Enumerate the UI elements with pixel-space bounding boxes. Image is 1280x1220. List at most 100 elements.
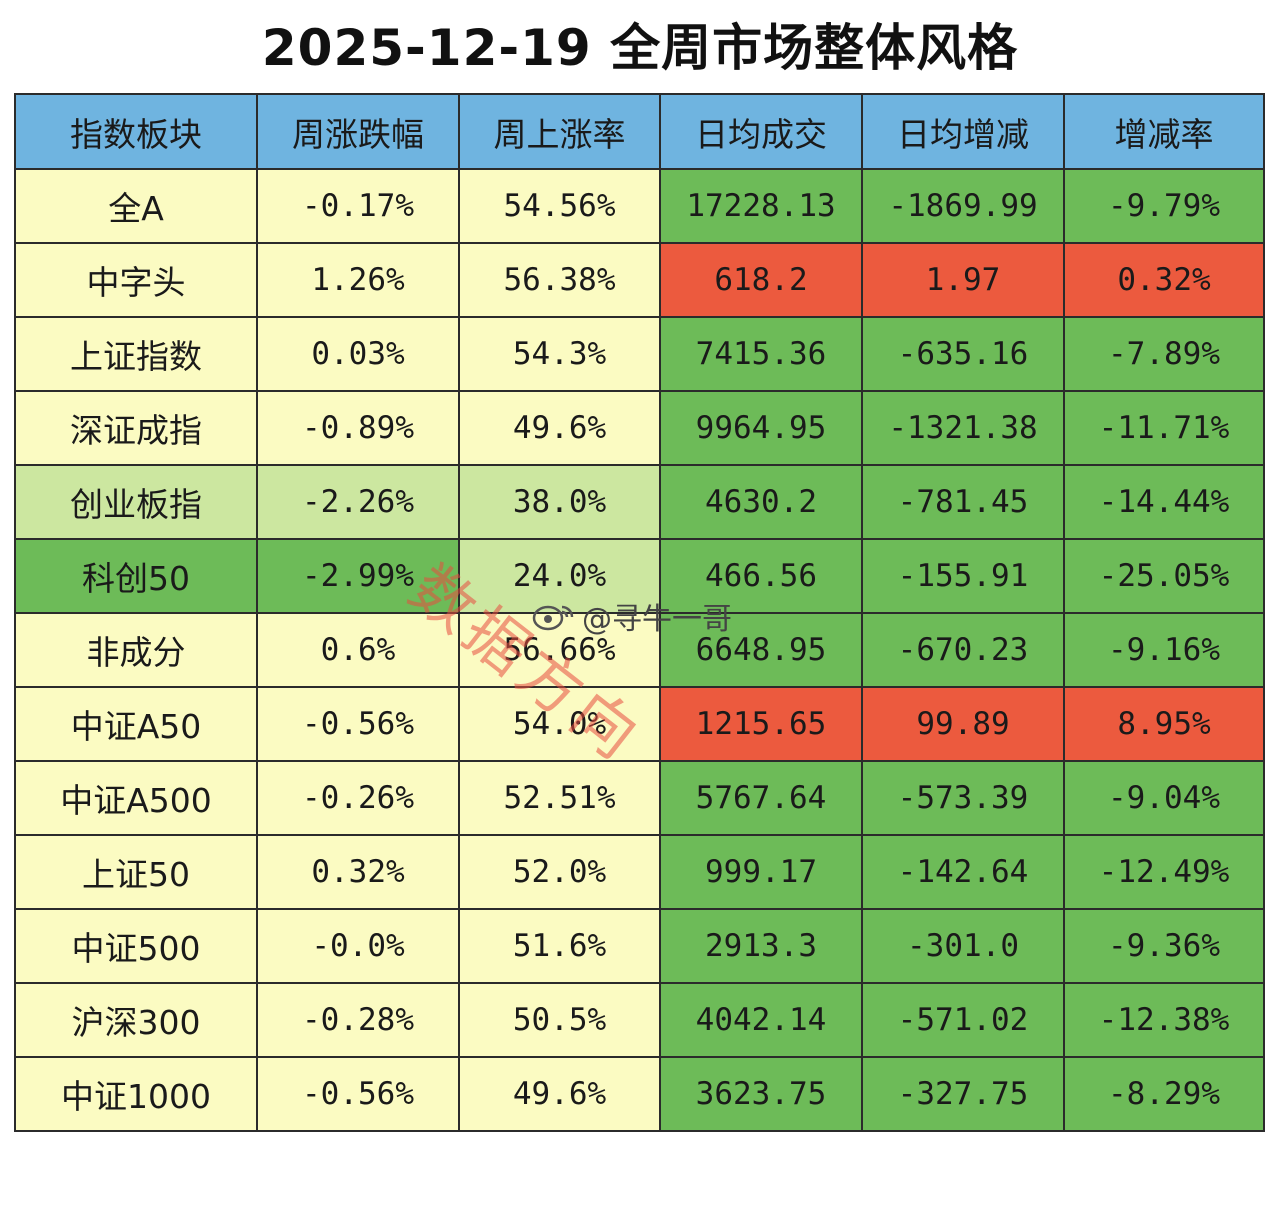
table-cell: -142.64 [861,834,1065,910]
table-row: 上证指数 0.03% 54.3% 7415.36 -635.16 -7.89% [14,316,1265,392]
index-name-cell: 中证A50 [14,686,258,762]
table-cell: 4042.14 [659,982,863,1058]
table-cell: -8.29% [1063,1056,1265,1132]
index-name-cell: 深证成指 [14,390,258,466]
table-cell: 7415.36 [659,316,863,392]
table-cell: 24.0% [458,538,661,614]
table-cell: -12.49% [1063,834,1265,910]
table-cell: 1.26% [256,242,460,318]
table-row: 沪深300 -0.28% 50.5% 4042.14 -571.02 -12.38% [14,982,1265,1058]
column-header: 日均增减 [861,93,1065,170]
table-cell: -573.39 [861,760,1065,836]
table-row: 中字头 1.26% 56.38% 618.2 1.97 0.32% [14,242,1265,318]
index-name-cell: 中字头 [14,242,258,318]
author-handle-text: @寻牛一哥 [582,602,732,637]
index-name-cell: 创业板指 [14,464,258,540]
column-header: 增减率 [1063,93,1265,170]
index-name-cell: 全A [14,168,258,244]
table-cell: -301.0 [861,908,1065,984]
table-cell: -0.26% [256,760,460,836]
table-cell: 618.2 [659,242,863,318]
table-cell: -12.38% [1063,982,1265,1058]
table-body: 全A -0.17% 54.56% 17228.13 -1869.99 -9.79% 中字头 1… [14,168,1265,1132]
header-row: 指数板块 周涨跌幅 周上涨率 日均成交 日均增减 增减率 [14,93,1265,170]
table-row: 上证50 0.32% 52.0% 999.17 -142.64 -12.49% [14,834,1265,910]
table-cell: 0.6% [256,612,460,688]
table-cell: -2.26% [256,464,460,540]
column-header: 周涨跌幅 [256,93,460,170]
table-cell: -155.91 [861,538,1065,614]
table-cell: -0.17% [256,168,460,244]
table-cell: 999.17 [659,834,863,910]
table-cell: -2.99% [256,538,460,614]
weibo-eye-icon [532,601,576,631]
table-cell: 54.56% [458,168,661,244]
table-row: 全A -0.17% 54.56% 17228.13 -1869.99 -9.79% [14,168,1265,244]
table-cell: -14.44% [1063,464,1265,540]
table-cell: 52.51% [458,760,661,836]
table-row: 深证成指 -0.89% 49.6% 9964.95 -1321.38 -11.71% [14,390,1265,466]
table-cell: 4630.2 [659,464,863,540]
table-cell: 50.5% [458,982,661,1058]
table-cell: -0.28% [256,982,460,1058]
table-cell: -571.02 [861,982,1065,1058]
table-cell: -0.56% [256,686,460,762]
table-row: 中证1000 -0.56% 49.6% 3623.75 -327.75 -8.29% [14,1056,1265,1132]
column-header: 指数板块 [14,93,258,170]
table-cell: -11.71% [1063,390,1265,466]
table-cell: 0.32% [256,834,460,910]
table-cell: -9.04% [1063,760,1265,836]
page-title: 2025-12-19 全周市场整体风格 [261,19,1019,77]
table-row: 中证A500 -0.26% 52.51% 5767.64 -573.39 -9.04% [14,760,1265,836]
table-cell: -25.05% [1063,538,1265,614]
table-cell: 1215.65 [659,686,863,762]
table-cell: -1321.38 [861,390,1065,466]
index-name-cell: 中证A500 [14,760,258,836]
table-row: 中证500 -0.0% 51.6% 2913.3 -301.0 -9.36% [14,908,1265,984]
market-style-table: 指数板块 周涨跌幅 周上涨率 日均成交 日均增减 增减率 全A -0.17% 54.56% 17… [14,93,1265,1132]
table-cell: 1.97 [861,242,1065,318]
table-cell: 0.03% [256,316,460,392]
index-name-cell: 中证1000 [14,1056,258,1132]
table-row: 非成分 0.6% 56.66% 6648.95 -670.23 -9.16% [14,612,1265,688]
column-header: 日均成交 [659,93,863,170]
table-cell: 38.0% [458,464,661,540]
index-name-cell: 沪深300 [14,982,258,1058]
table-cell: 52.0% [458,834,661,910]
table-cell: 5767.64 [659,760,863,836]
table-row: 创业板指 -2.26% 38.0% 4630.2 -781.45 -14.44% [14,464,1265,540]
table-cell: -0.0% [256,908,460,984]
table-cell: 466.56 [659,538,863,614]
table-cell: -781.45 [861,464,1065,540]
table-row: 中证A50 -0.56% 54.0% 1215.65 99.89 8.95% [14,686,1265,762]
column-header: 周上涨率 [458,93,661,170]
table-cell: -670.23 [861,612,1065,688]
table-cell: -9.36% [1063,908,1265,984]
table-cell: 54.0% [458,686,661,762]
table-cell: 3623.75 [659,1056,863,1132]
index-name-cell: 科创50 [14,538,258,614]
table-cell: 49.6% [458,390,661,466]
table-cell: -9.79% [1063,168,1265,244]
table-cell: 17228.13 [659,168,863,244]
table-cell: 2913.3 [659,908,863,984]
index-name-cell: 非成分 [14,612,258,688]
index-name-cell: 中证500 [14,908,258,984]
table-row: 科创50 -2.99% 24.0% 466.56 -155.91 -25.05% [14,538,1265,614]
index-name-cell: 上证50 [14,834,258,910]
table-cell: -9.16% [1063,612,1265,688]
table-cell: 8.95% [1063,686,1265,762]
table-cell: -0.89% [256,390,460,466]
table-cell: 9964.95 [659,390,863,466]
table-cell: 99.89 [861,686,1065,762]
table-cell: 0.32% [1063,242,1265,318]
table-cell: -7.89% [1063,316,1265,392]
table-cell: -635.16 [861,316,1065,392]
author-handle: @寻牛一哥 [532,594,732,638]
table-cell: -0.56% [256,1056,460,1132]
index-name-cell: 上证指数 [14,316,258,392]
table-cell: 49.6% [458,1056,661,1132]
table-cell: 51.6% [458,908,661,984]
table-cell: -1869.99 [861,168,1065,244]
table-cell: 6648.95 [659,612,863,688]
